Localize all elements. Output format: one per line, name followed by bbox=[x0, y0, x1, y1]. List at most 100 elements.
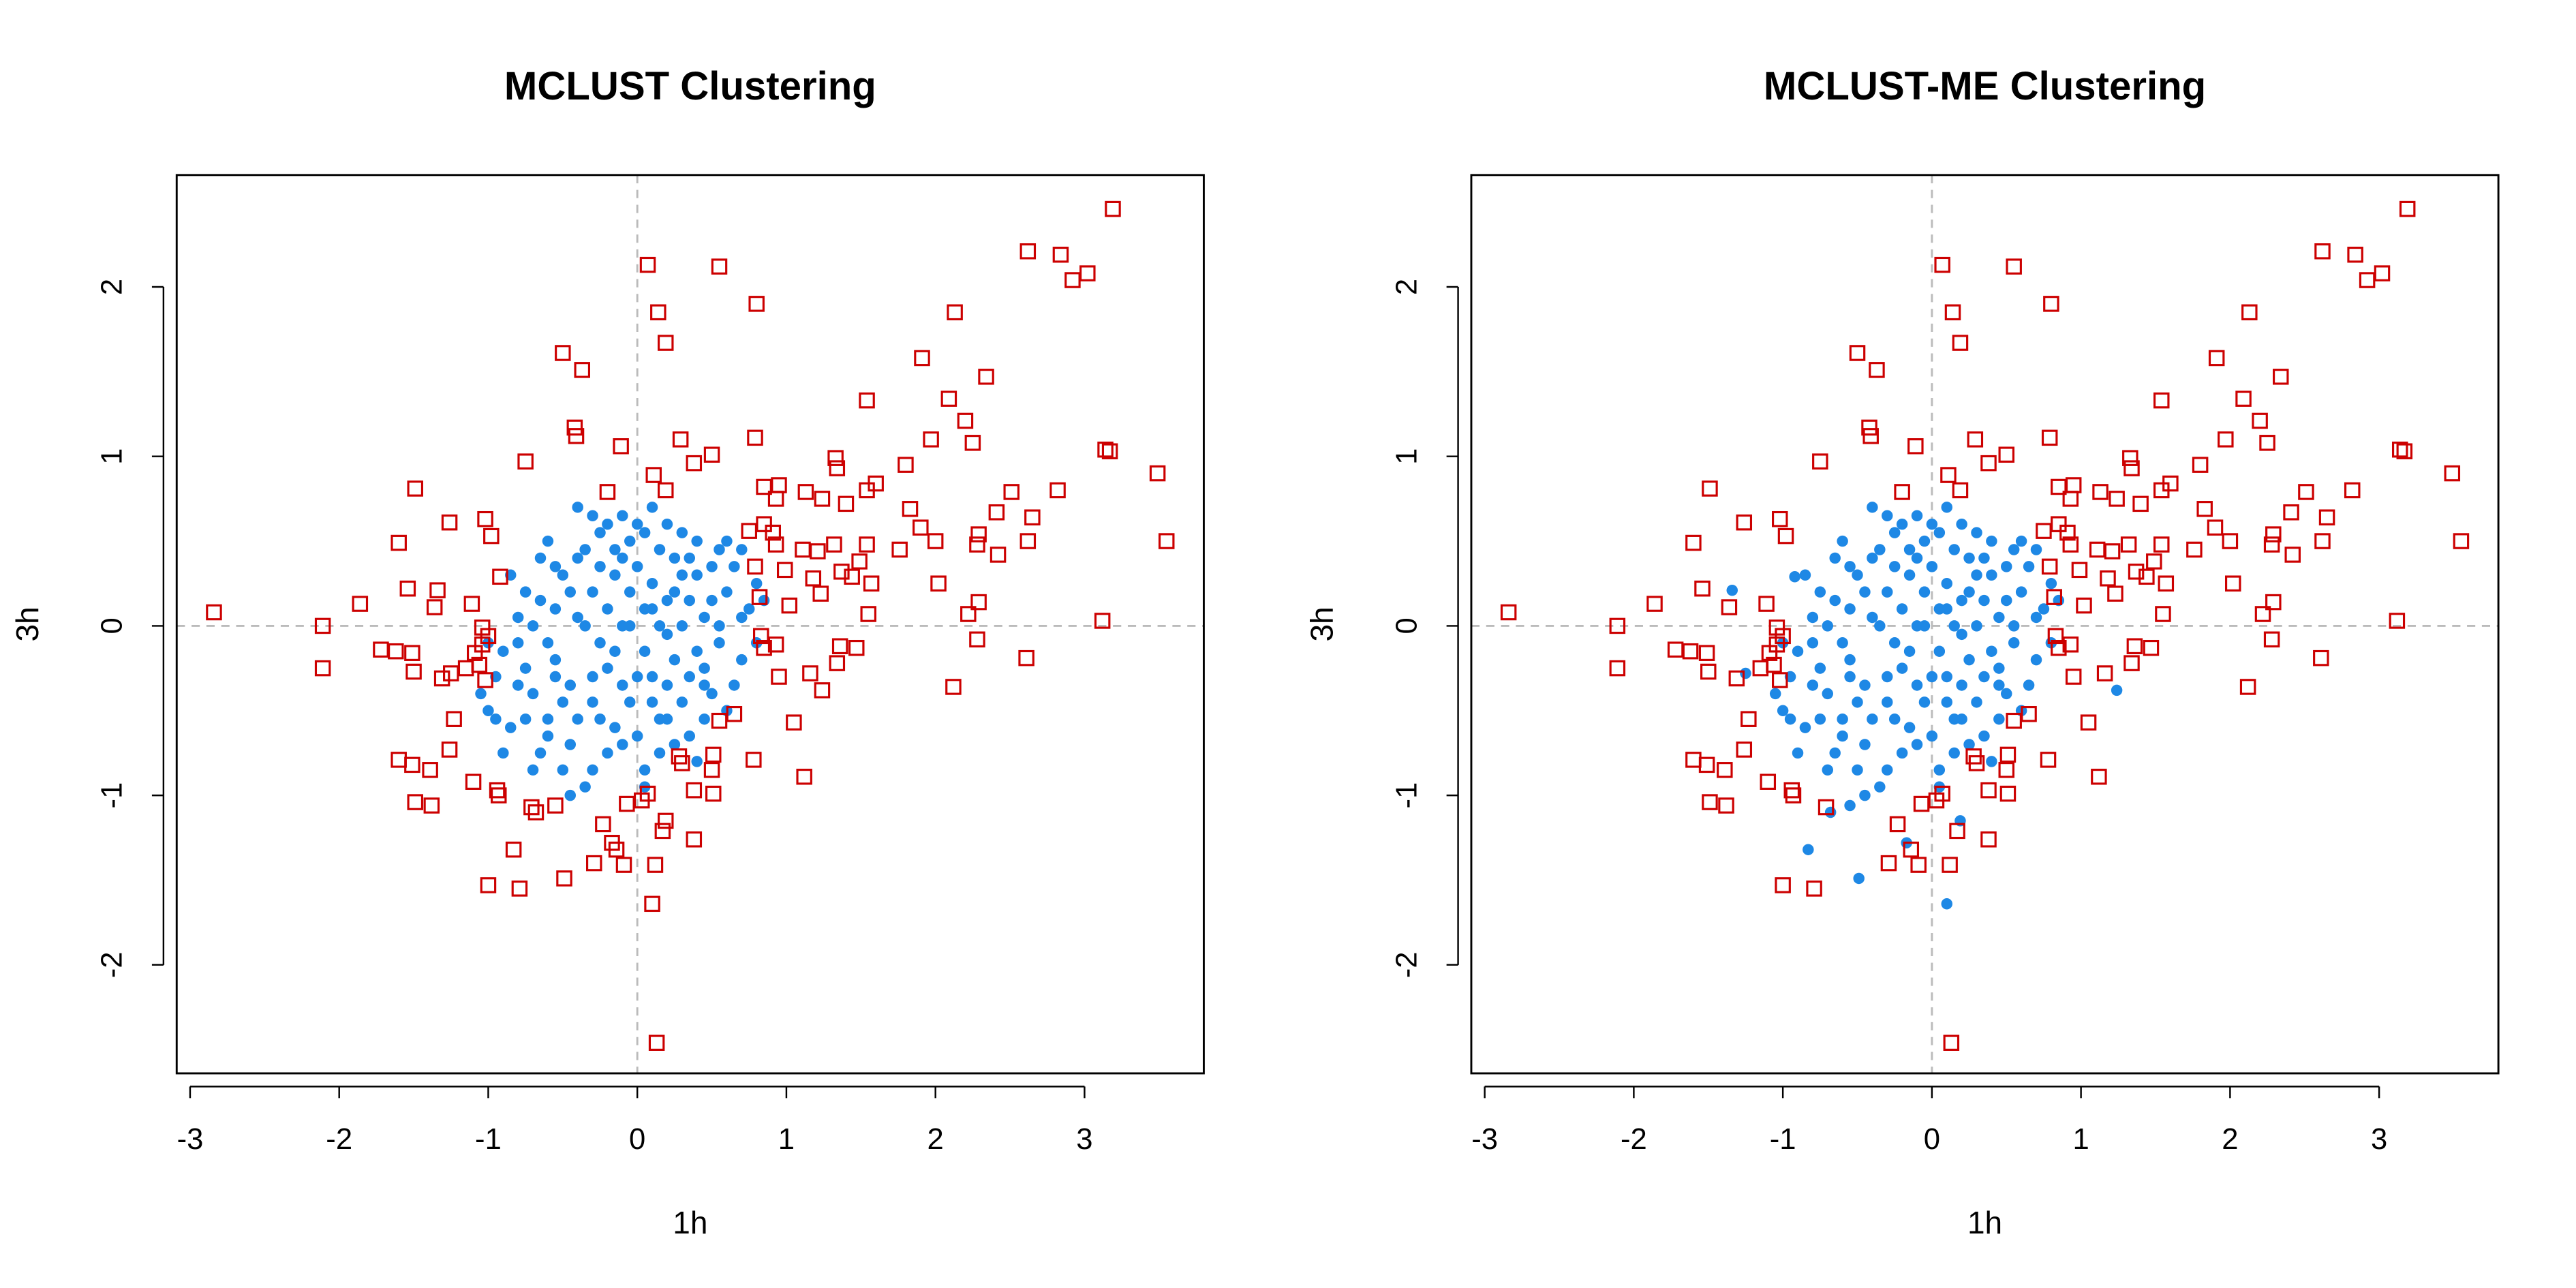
data-point bbox=[1874, 781, 1886, 793]
data-point bbox=[2051, 639, 2067, 656]
data-point bbox=[1943, 1034, 1960, 1051]
data-point bbox=[2314, 533, 2331, 549]
data-point bbox=[2062, 536, 2079, 553]
data-point bbox=[2043, 296, 2059, 312]
data-point bbox=[1818, 799, 1835, 816]
data-point bbox=[617, 739, 628, 750]
data-point bbox=[970, 526, 987, 542]
data-point bbox=[1824, 806, 1837, 818]
data-point bbox=[964, 435, 981, 451]
data-point bbox=[1993, 713, 2005, 725]
data-point bbox=[2062, 491, 2079, 507]
data-point bbox=[1903, 841, 1920, 858]
data-point bbox=[1837, 637, 1848, 649]
data-point bbox=[2218, 431, 2234, 448]
data-point bbox=[863, 575, 880, 592]
data-point bbox=[814, 491, 831, 507]
data-point bbox=[405, 663, 422, 680]
data-point bbox=[1888, 561, 1901, 572]
data-point bbox=[463, 596, 480, 612]
data-point bbox=[2259, 435, 2275, 451]
data-point bbox=[1874, 544, 1886, 555]
data-point bbox=[781, 597, 798, 614]
data-point bbox=[1896, 747, 1908, 759]
data-point bbox=[1792, 645, 1804, 657]
data-point bbox=[706, 561, 718, 572]
data-point bbox=[891, 541, 908, 558]
data-point bbox=[1888, 637, 1901, 649]
x-tick-label: 1 bbox=[778, 1123, 795, 1156]
data-point bbox=[691, 756, 703, 767]
data-point bbox=[429, 582, 446, 598]
data-point bbox=[2030, 611, 2042, 624]
data-point bbox=[2092, 484, 2109, 500]
data-point bbox=[519, 662, 532, 674]
data-point bbox=[505, 722, 517, 733]
data-point bbox=[1933, 764, 1946, 776]
data-point bbox=[1853, 872, 1865, 885]
data-point bbox=[960, 606, 977, 622]
data-point bbox=[404, 756, 420, 773]
data-point bbox=[686, 455, 703, 472]
data-point bbox=[1728, 670, 1745, 687]
data-point bbox=[2265, 526, 2282, 542]
data-point bbox=[1792, 747, 1804, 759]
data-point bbox=[2186, 541, 2203, 558]
data-point bbox=[1903, 722, 1916, 733]
data-point bbox=[2021, 705, 2037, 722]
data-point bbox=[512, 611, 524, 624]
data-point bbox=[1911, 510, 1923, 521]
data-point bbox=[1859, 789, 1871, 801]
data-point bbox=[714, 620, 725, 632]
data-point bbox=[1837, 730, 1848, 742]
data-point bbox=[1941, 577, 1952, 589]
data-point bbox=[831, 638, 848, 655]
data-point bbox=[609, 645, 621, 657]
data-point bbox=[1097, 442, 1114, 458]
data-point bbox=[1740, 667, 1751, 679]
data-point bbox=[1998, 762, 2015, 778]
data-point bbox=[1702, 794, 1718, 810]
data-point bbox=[1829, 594, 1841, 607]
data-point bbox=[549, 654, 562, 666]
data-point bbox=[1934, 785, 1950, 802]
data-point bbox=[1760, 773, 1777, 790]
data-point bbox=[619, 795, 635, 812]
data-point bbox=[743, 603, 755, 615]
data-point bbox=[669, 552, 681, 564]
data-point bbox=[2015, 586, 2027, 598]
plot-frame bbox=[1470, 174, 2500, 1075]
data-point bbox=[721, 586, 733, 598]
panel: MCLUST-ME Clustering 1h 3h -3 -2 -1 0 1 2 3 -2 -1 0 1… bbox=[1304, 64, 2500, 1240]
data-point bbox=[645, 467, 662, 483]
data-point bbox=[2096, 665, 2113, 681]
data-point bbox=[1018, 649, 1034, 666]
data-point bbox=[661, 594, 673, 607]
data-point bbox=[441, 514, 458, 531]
data-point bbox=[711, 258, 728, 275]
data-point bbox=[373, 641, 389, 658]
data-point bbox=[1971, 527, 1982, 538]
data-point bbox=[751, 589, 768, 605]
data-point bbox=[647, 857, 664, 873]
data-point bbox=[829, 655, 846, 671]
data-point bbox=[2265, 594, 2282, 611]
data-point bbox=[2008, 637, 2020, 649]
data-point bbox=[505, 841, 522, 858]
data-point bbox=[2008, 620, 2020, 632]
data-point bbox=[617, 510, 628, 521]
data-point bbox=[2153, 536, 2170, 553]
data-point bbox=[1685, 752, 1702, 768]
data-point bbox=[639, 256, 656, 273]
data-point bbox=[390, 534, 407, 551]
data-point bbox=[1852, 569, 1863, 581]
data-point bbox=[477, 672, 493, 688]
data-point bbox=[2122, 450, 2138, 466]
data-point bbox=[1926, 671, 1938, 683]
data-point bbox=[527, 688, 539, 700]
data-point bbox=[443, 665, 459, 681]
data-point bbox=[2374, 265, 2391, 281]
data-point bbox=[705, 746, 722, 763]
data-point bbox=[1852, 764, 1863, 776]
data-point bbox=[1024, 509, 1041, 525]
